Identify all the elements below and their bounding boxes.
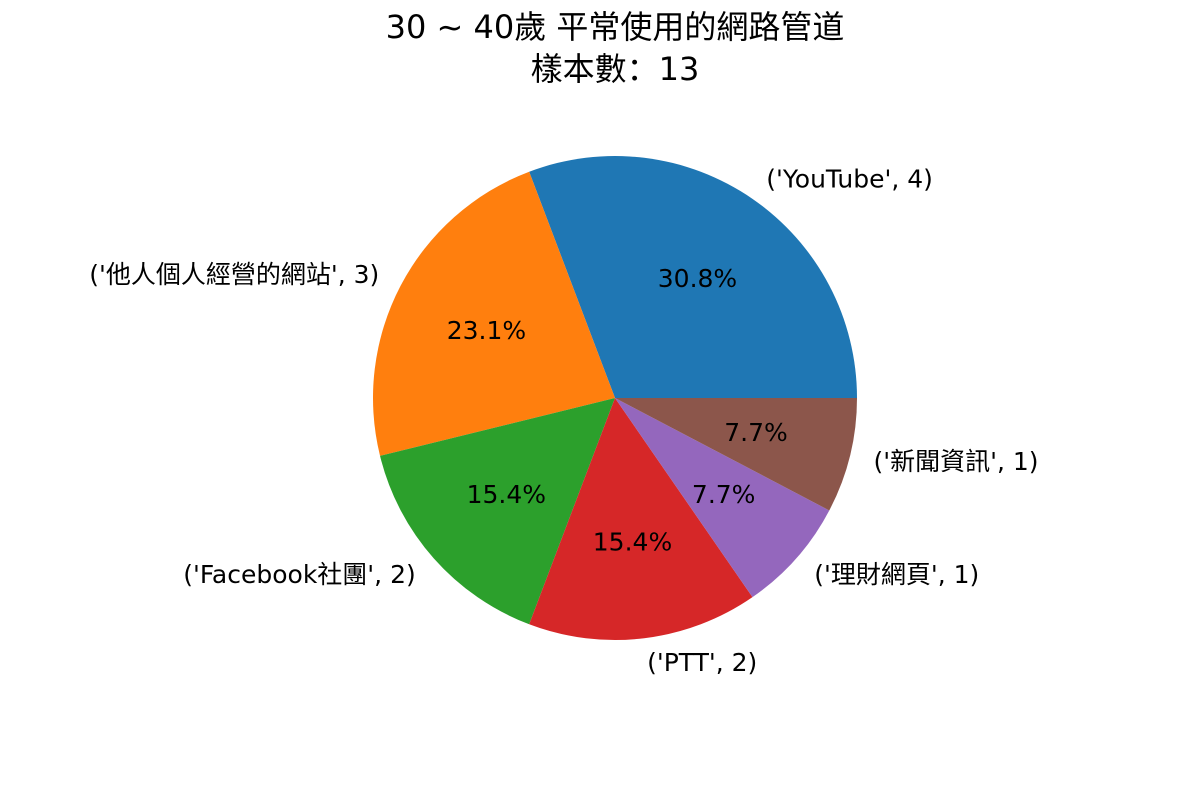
slice-category-label: ('PTT', 2) [647, 648, 757, 677]
pie-slice [529, 398, 753, 640]
slice-category-label: ('新聞資訊', 1) [873, 447, 1038, 476]
slice-category-label: ('YouTube', 4) [766, 164, 933, 193]
pie-slice [373, 171, 615, 456]
slice-percent-label: 30.8% [658, 264, 737, 293]
pie-labels: 30.8% ('YouTube', 4) 23.1% ('他人個人經營的網站', 3)… [89, 164, 1038, 676]
pie-slices [373, 156, 857, 640]
chart-title: 30 ~ 40歲 平常使用的網路管道 [386, 8, 845, 46]
pie-slice [615, 398, 830, 598]
pie-slice [380, 398, 615, 625]
slice-percent-label: 7.7% [692, 480, 756, 509]
slice-percent-label: 7.7% [724, 418, 788, 447]
slice-category-label: ('他人個人經營的網站', 3) [89, 260, 379, 289]
chart-subtitle: 樣本數：13 [531, 50, 700, 88]
slice-category-label: ('Facebook社團', 2) [183, 560, 416, 589]
slice-percent-label: 15.4% [467, 480, 546, 509]
slice-category-label: ('理財網頁', 1) [814, 560, 979, 589]
slice-percent-label: 23.1% [447, 316, 526, 345]
pie-slice [615, 398, 857, 511]
slice-percent-label: 15.4% [593, 528, 672, 557]
pie-slice [529, 156, 857, 398]
